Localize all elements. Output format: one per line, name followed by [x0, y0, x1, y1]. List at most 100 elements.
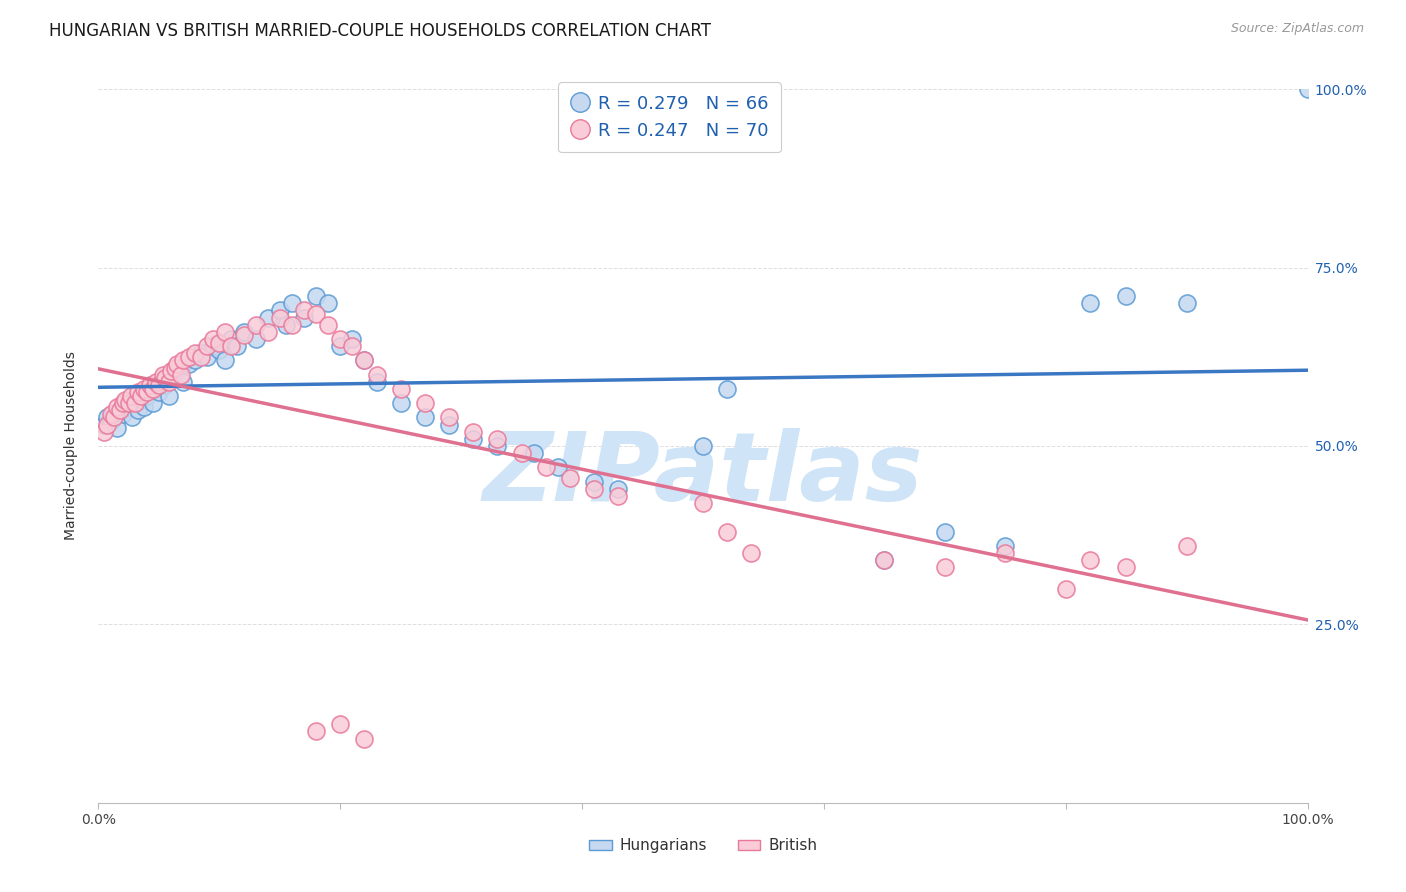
Point: [245, 318, 267, 332]
Point: [366, 375, 388, 389]
Point: [256, 310, 278, 325]
Point: [153, 371, 176, 385]
Point: [305, 724, 328, 739]
Point: [558, 471, 581, 485]
Point: [114, 396, 136, 410]
Point: [96, 417, 118, 432]
Point: [214, 353, 236, 368]
Point: [145, 375, 167, 389]
Point: [547, 460, 569, 475]
Point: [1175, 539, 1198, 553]
Point: [111, 396, 134, 410]
Point: [111, 407, 134, 421]
Point: [184, 353, 207, 368]
Point: [1115, 289, 1137, 303]
Point: [96, 410, 118, 425]
Point: [179, 357, 201, 371]
Point: [166, 357, 188, 371]
Point: [160, 364, 183, 378]
Point: [100, 414, 122, 428]
Text: HUNGARIAN VS BRITISH MARRIED-COUPLE HOUSEHOLDS CORRELATION CHART: HUNGARIAN VS BRITISH MARRIED-COUPLE HOUS…: [49, 22, 711, 40]
Point: [510, 446, 533, 460]
Point: [166, 364, 188, 378]
Point: [281, 318, 304, 332]
Legend: Hungarians, British: Hungarians, British: [583, 832, 823, 859]
Point: [221, 332, 243, 346]
Point: [232, 328, 254, 343]
Point: [184, 346, 207, 360]
Text: ZIPatlas: ZIPatlas: [482, 428, 924, 521]
Point: [169, 368, 191, 382]
Point: [93, 425, 115, 439]
Point: [145, 382, 167, 396]
Point: [152, 368, 174, 382]
Point: [353, 353, 375, 368]
Point: [413, 396, 436, 410]
Point: [160, 371, 183, 385]
Point: [1078, 553, 1101, 567]
Point: [139, 378, 162, 392]
Point: [134, 400, 156, 414]
Point: [114, 392, 136, 407]
Point: [1054, 582, 1077, 596]
Point: [135, 389, 157, 403]
Point: [274, 318, 297, 332]
Point: [1175, 296, 1198, 310]
Point: [148, 385, 170, 400]
Point: [583, 475, 606, 489]
Point: [353, 353, 375, 368]
Point: [329, 339, 352, 353]
Point: [208, 343, 231, 357]
Point: [316, 318, 339, 332]
Point: [195, 339, 218, 353]
Point: [583, 482, 606, 496]
Point: [486, 432, 509, 446]
Point: [692, 439, 714, 453]
Point: [486, 439, 509, 453]
Point: [353, 731, 375, 746]
Point: [153, 378, 176, 392]
Point: [134, 382, 156, 396]
Point: [269, 303, 291, 318]
Point: [105, 400, 128, 414]
Point: [716, 382, 738, 396]
Point: [994, 546, 1017, 560]
Point: [103, 410, 125, 425]
Point: [292, 303, 315, 318]
Point: [740, 546, 762, 560]
Point: [127, 403, 149, 417]
Point: [329, 332, 352, 346]
Point: [316, 296, 339, 310]
Point: [202, 339, 225, 353]
Point: [108, 403, 131, 417]
Point: [190, 350, 212, 364]
Point: [716, 524, 738, 539]
Point: [101, 407, 124, 421]
Point: [121, 410, 143, 425]
Point: [129, 392, 152, 407]
Point: [157, 375, 180, 389]
Point: [292, 310, 315, 325]
Point: [305, 289, 328, 303]
Point: [437, 410, 460, 425]
Point: [873, 553, 896, 567]
Point: [208, 335, 231, 350]
Point: [245, 332, 267, 346]
Point: [100, 407, 122, 421]
Point: [226, 339, 249, 353]
Point: [366, 368, 388, 382]
Point: [124, 396, 146, 410]
Point: [934, 524, 956, 539]
Point: [232, 325, 254, 339]
Point: [994, 539, 1017, 553]
Point: [142, 396, 165, 410]
Point: [523, 446, 546, 460]
Point: [1078, 296, 1101, 310]
Point: [129, 389, 152, 403]
Point: [329, 717, 352, 731]
Text: Source: ZipAtlas.com: Source: ZipAtlas.com: [1230, 22, 1364, 36]
Point: [342, 332, 364, 346]
Y-axis label: Married-couple Households: Married-couple Households: [63, 351, 77, 541]
Point: [873, 553, 896, 567]
Point: [195, 350, 218, 364]
